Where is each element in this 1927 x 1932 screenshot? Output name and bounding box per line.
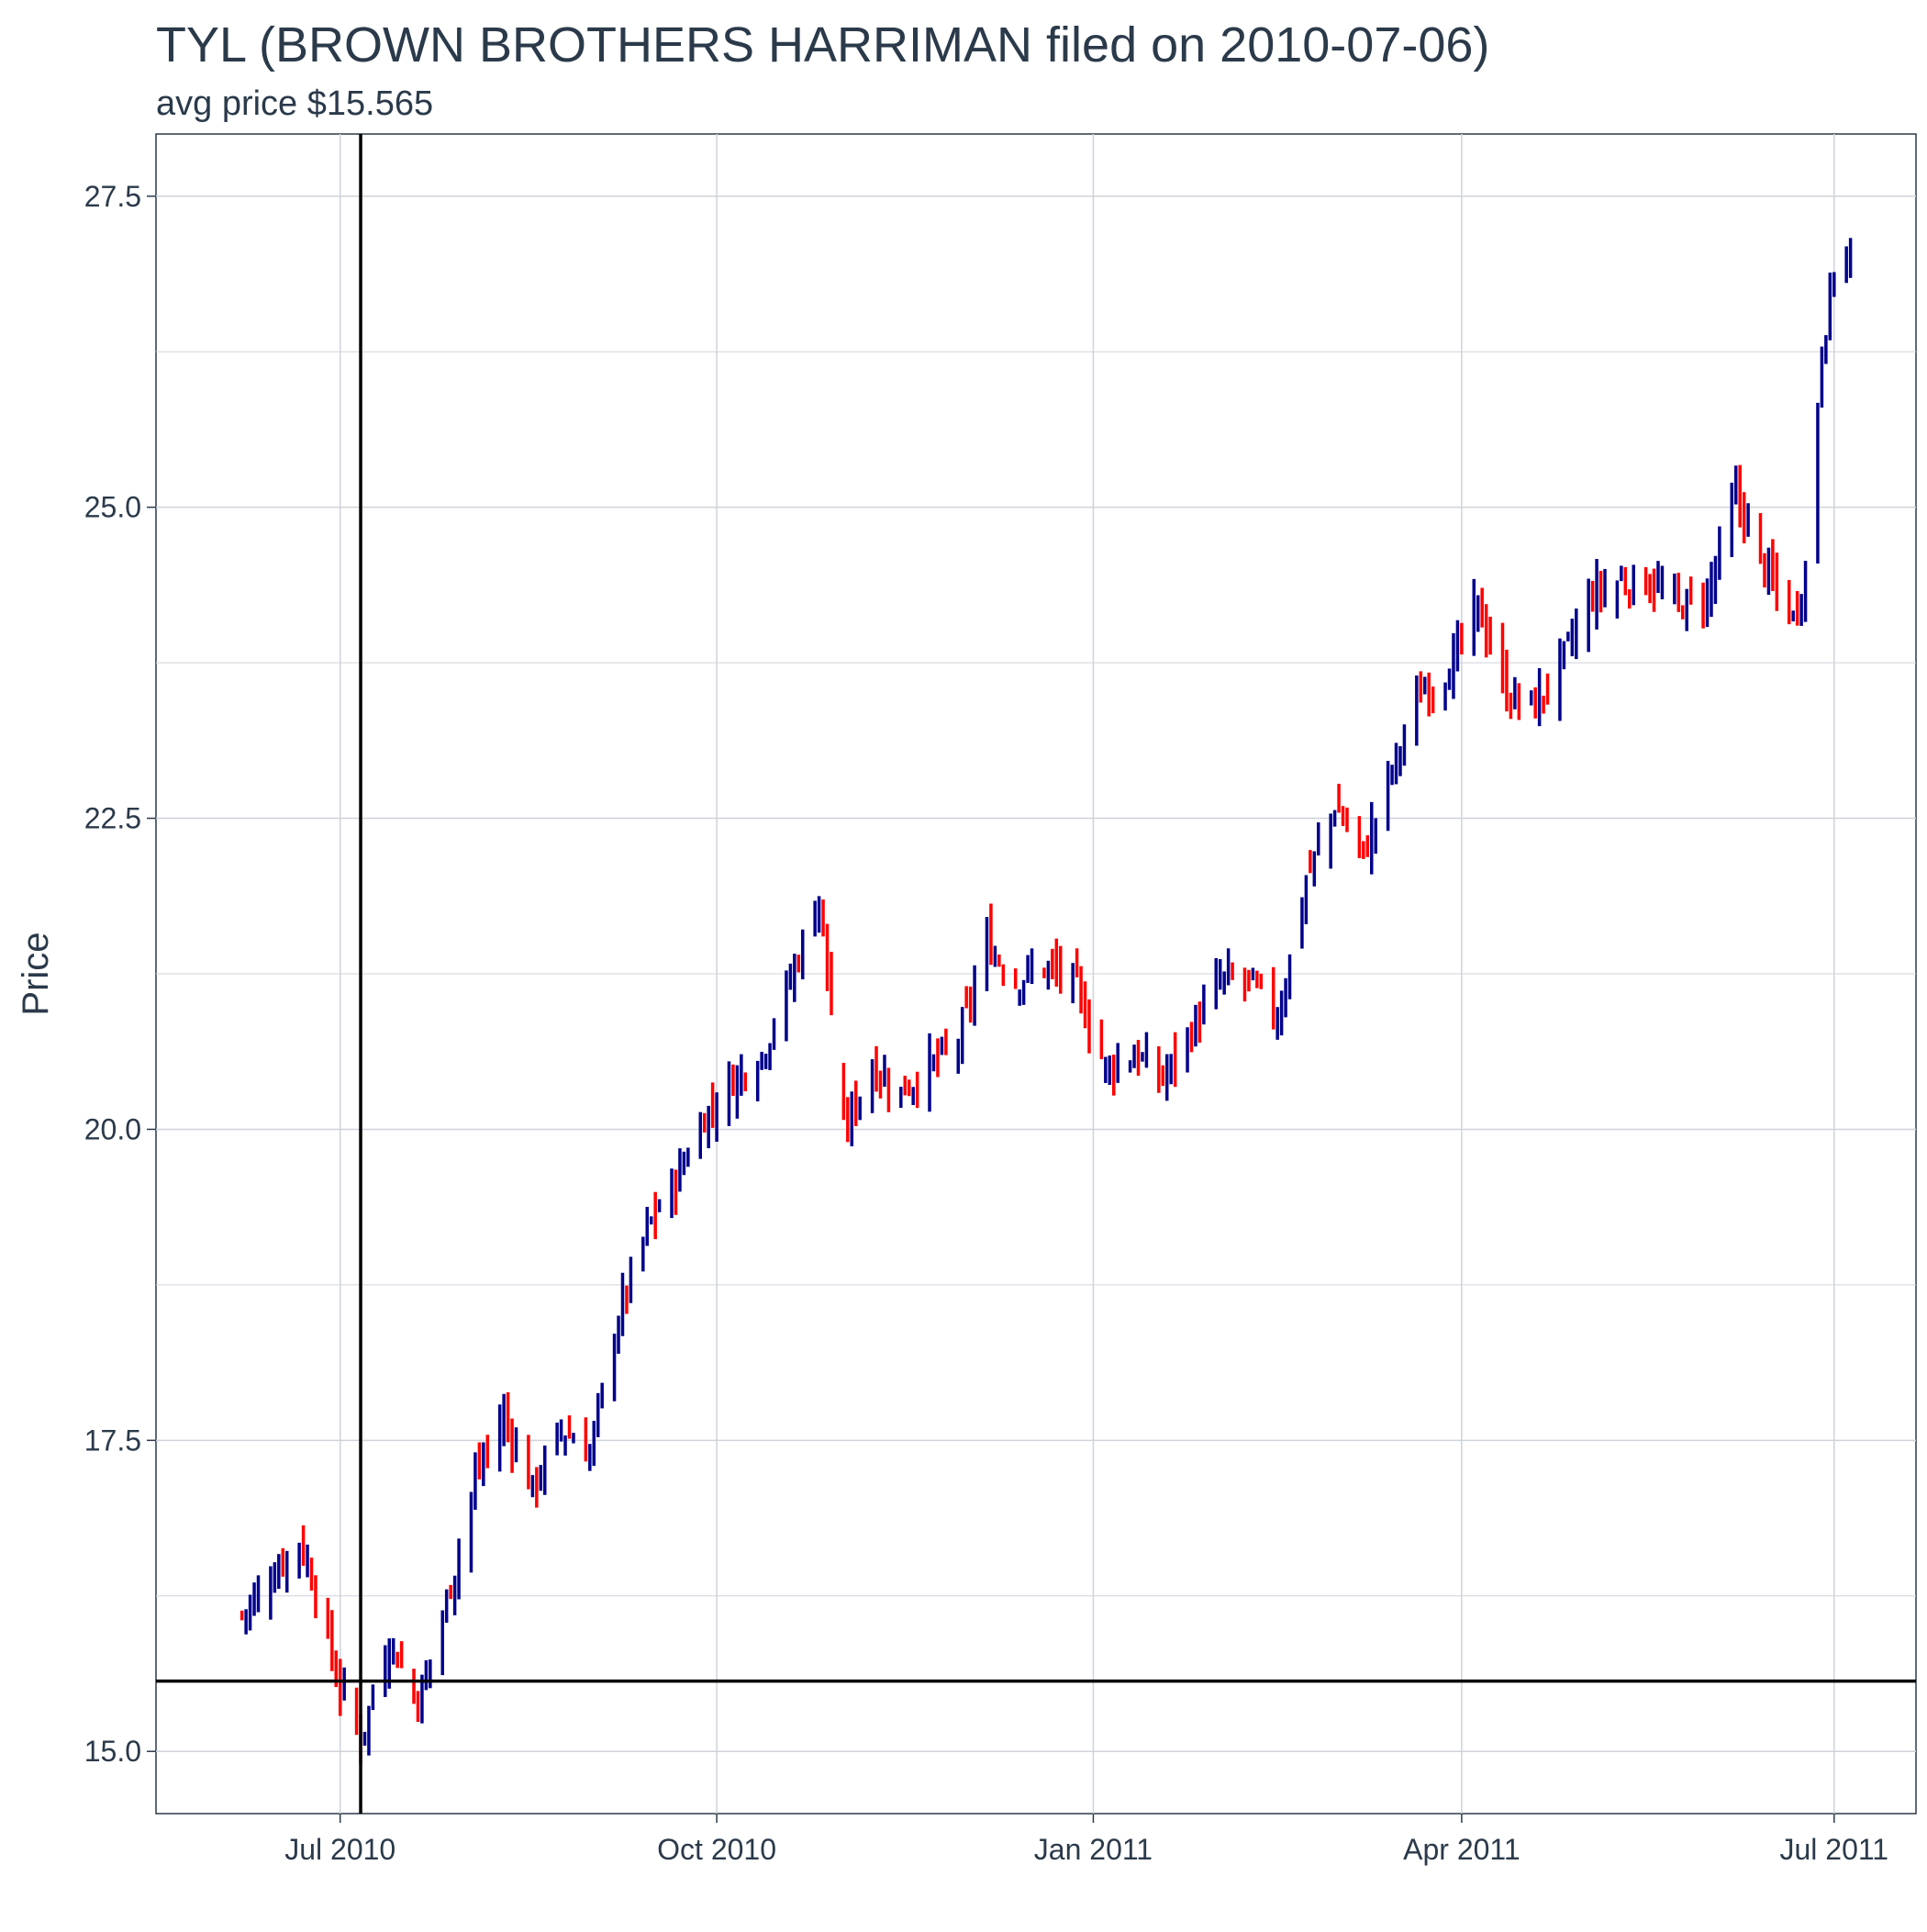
y-tick-label: 17.5 xyxy=(84,1424,141,1457)
chart-subtitle: avg price $15.565 xyxy=(156,84,434,123)
y-tick-label: 15.0 xyxy=(84,1735,141,1768)
x-tick-label: Apr 2011 xyxy=(1403,1833,1520,1866)
y-tick-label: 25.0 xyxy=(84,491,141,524)
y-tick-label: 27.5 xyxy=(84,180,141,213)
y-tick-label: 20.0 xyxy=(84,1112,141,1145)
x-tick-label: Jan 2011 xyxy=(1034,1833,1153,1866)
y-axis-label: Price xyxy=(16,932,56,1015)
chart-title: TYL (BROWN BROTHERS HARRIMAN filed on 20… xyxy=(156,17,1490,73)
x-tick-label: Jul 2010 xyxy=(284,1833,395,1866)
y-tick-label: 22.5 xyxy=(84,802,141,835)
x-tick-label: Oct 2010 xyxy=(657,1833,776,1866)
x-tick-label: Jul 2011 xyxy=(1779,1833,1888,1866)
